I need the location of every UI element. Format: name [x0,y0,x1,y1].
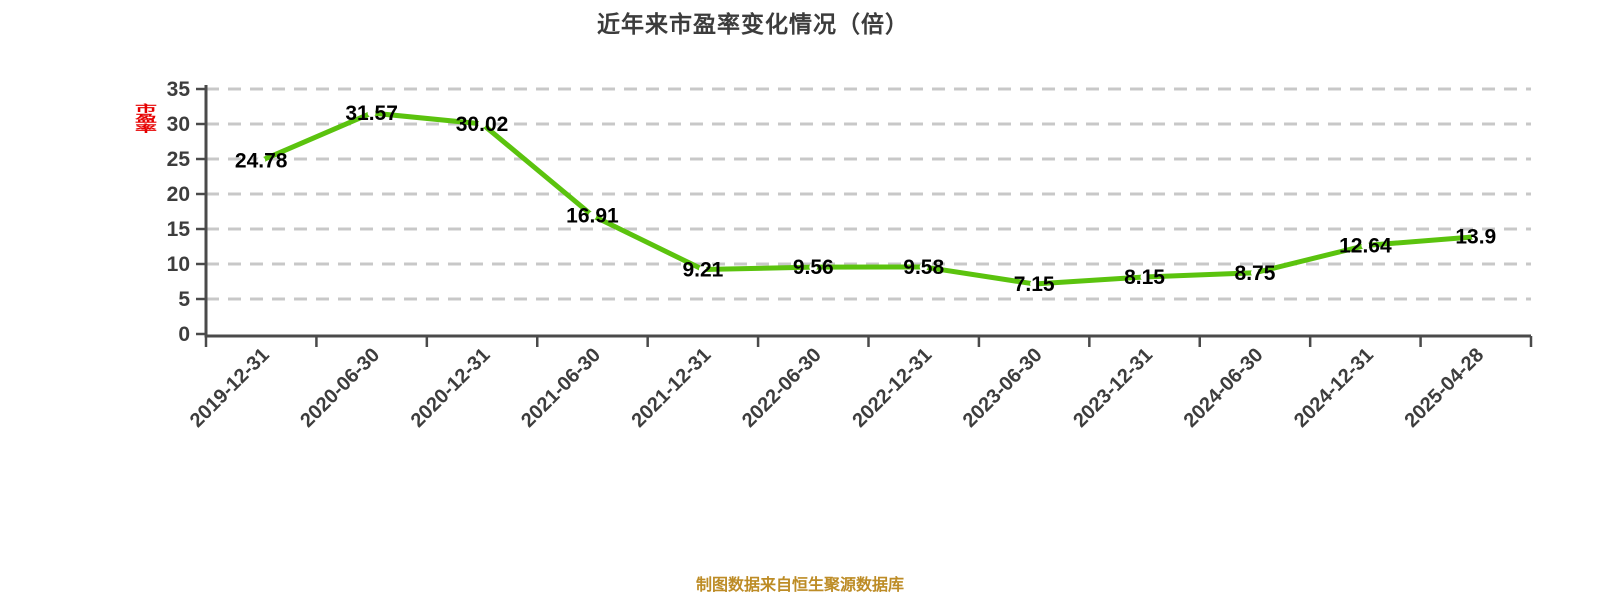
y-tick-label: 35 [167,78,191,101]
x-tick-label: 2023-12-31 [1069,344,1157,432]
data-point-marker [919,262,928,271]
data-point-label: 13.9 [1455,226,1496,249]
y-tick-label: 5 [178,288,190,311]
y-axis-unit-label: 市盈率 [134,103,157,134]
data-point-marker [1250,268,1259,277]
data-point-marker [1361,241,1370,250]
y-tick-label: 15 [167,218,191,241]
x-tick-label: 2024-12-31 [1290,344,1378,432]
y-tick-label: 25 [167,148,191,171]
x-tick-label: 2021-06-30 [517,344,605,432]
x-tick-label: 2024-06-30 [1180,344,1268,432]
data-point-label: 24.78 [235,150,288,173]
data-point-marker [478,119,487,128]
pe-ratio-line-chart: 0 5 10 15 20 25 30 35 2019-12-31 2020-06-30 2020-1… [134,78,1533,432]
data-point-label: 7.15 [1014,273,1055,296]
y-tick-label: 0 [178,323,190,346]
data-point-label: 16.91 [566,205,619,228]
data-point-label: 8.15 [1124,266,1165,289]
x-tick-label: 2022-06-30 [738,344,826,432]
data-point-marker [588,211,597,220]
x-tick-label: 2019-12-31 [186,344,274,432]
x-tick-label: 2020-12-31 [407,344,495,432]
y-tick-label: 10 [167,253,190,276]
series-line [258,110,1479,287]
data-point-marker [698,265,707,274]
data-point-label: 31.57 [345,102,398,125]
data-point-label: 8.75 [1235,262,1276,285]
data-point-label: 30.02 [456,113,509,136]
y-tick-label: 20 [167,183,190,206]
data-point-marker [1140,272,1149,281]
data-source-note: 制图数据来自恒生聚源数据库 [695,577,904,594]
data-point-label: 9.56 [793,256,834,279]
x-tick-label: 2022-12-31 [848,344,936,432]
data-point-label: 9.21 [682,259,723,282]
x-tick-label: 2021-12-31 [628,344,716,432]
y-tick-label: 30 [167,113,190,136]
data-point-marker [809,263,818,272]
data-point-marker [1471,232,1480,241]
data-point-marker [257,156,266,165]
data-point-marker [367,109,376,118]
x-tick-label: 2023-06-30 [959,344,1047,432]
data-point-marker [1030,279,1039,288]
chart-title: 近年来市盈率变化情况（倍） [597,11,909,37]
data-point-label: 9.58 [903,256,944,279]
data-point-label: 12.64 [1339,235,1392,258]
x-tick-label: 2020-06-30 [296,344,384,432]
x-tick-label: 2025-04-28 [1400,344,1488,432]
